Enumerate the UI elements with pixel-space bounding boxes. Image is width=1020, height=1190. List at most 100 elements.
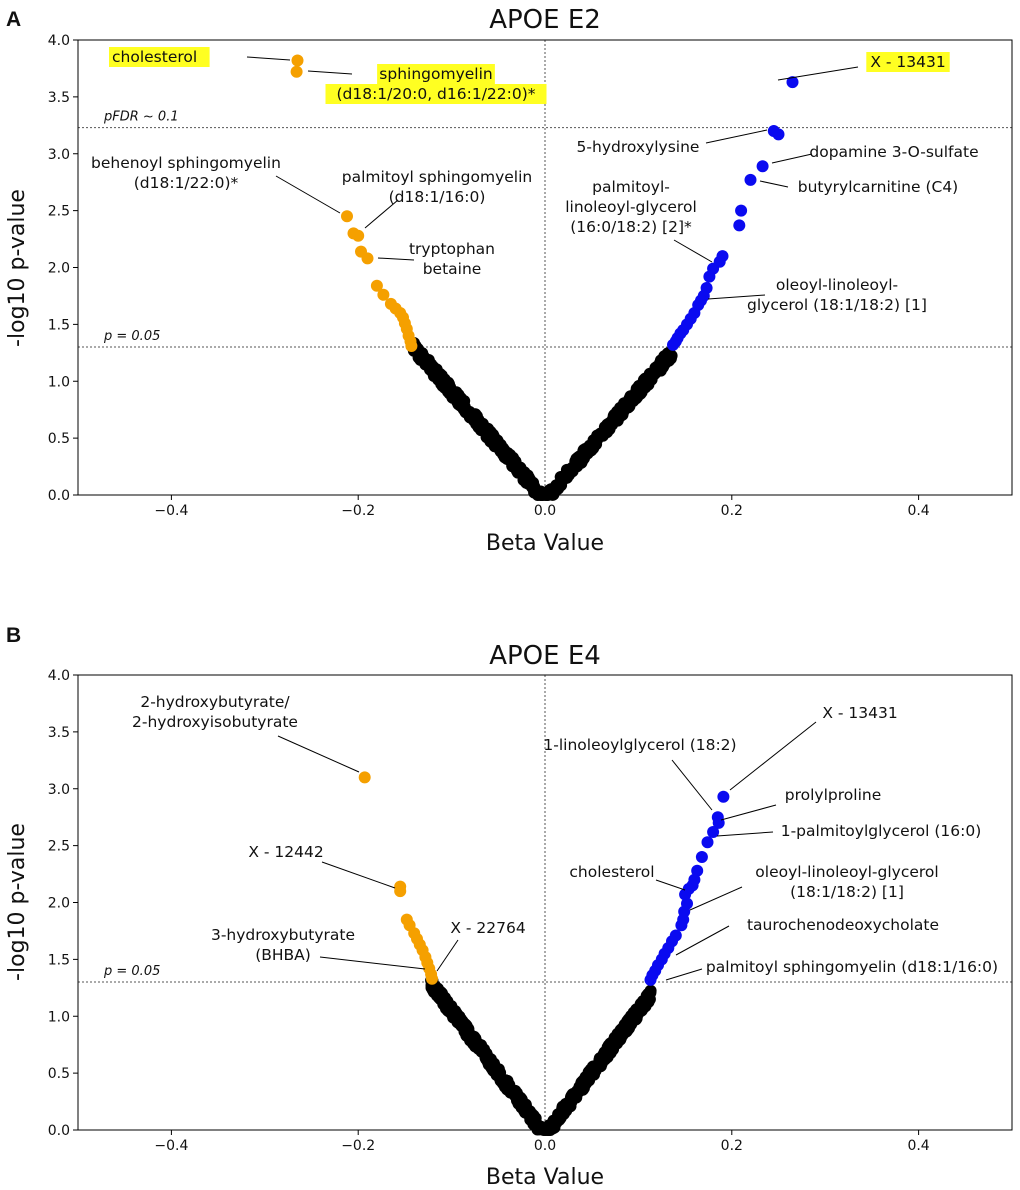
- panel-b-annotation-leader: [655, 879, 686, 891]
- panel-b-annotation-leader: [689, 886, 743, 911]
- panel-b-point-nonsig: [627, 1006, 640, 1019]
- panel-a-annotation-leader: [364, 199, 399, 229]
- panel-a-point-nonsig: [644, 371, 656, 384]
- panel-a-threshold-label: pFDR ~ 0.1: [103, 110, 179, 125]
- panel-b-xtick-label: 0.2: [721, 1138, 743, 1154]
- panel-b-annotation-label: taurochenodeoxycholate: [747, 916, 939, 934]
- panel-b-ytick-label: 4.0: [48, 668, 70, 684]
- panel-a-points: pFDR ~ 0.1 p = 0.05: [78, 40, 1012, 501]
- panel-a-annotation-label: palmitoyl-: [592, 178, 670, 196]
- panel-b-ticks: −0.4 −0.2 0.0 0.2 0.4 0.0 0.5 1.0 1.5 2.0 2.5 3.0 3.…: [48, 668, 930, 1154]
- panel-b-point-sig: [426, 972, 438, 985]
- panel-a-annotation-leader: [777, 66, 859, 81]
- panel-a-point-sig: [290, 65, 303, 78]
- panel-b-ytick-label: 1.0: [48, 1009, 70, 1025]
- panel-b-point-nonsig: [643, 993, 656, 1006]
- panel-b-point-nonsig: [519, 1106, 532, 1119]
- panel-a-annotation-label: palmitoyl sphingomyelin: [342, 168, 532, 186]
- panel-b-annotation-leader: [321, 861, 396, 889]
- panel-a-point-sig: [733, 219, 746, 232]
- panel-a-point-sig: [352, 229, 365, 242]
- panel-a-xlabel: Beta Value: [486, 531, 604, 556]
- panel-a-point-sig: [291, 54, 304, 67]
- panel-b-annotation-label: X - 13431: [822, 704, 897, 722]
- panel-a-annotations: cholesterol sphingomyelin (d18:1/20:0, d16…: [91, 47, 979, 314]
- panel-a-annotation-label: sphingomyelin: [379, 65, 492, 83]
- panel-b-point-nonsig: [501, 1074, 514, 1087]
- panel-b-point-nonsig: [506, 1085, 519, 1098]
- panel-b-annotation-leader: [720, 804, 777, 821]
- panel-b-ytick-label: 3.5: [48, 725, 70, 741]
- panel-b-point-nonsig: [549, 1115, 562, 1128]
- panel-a-point-nonsig: [656, 358, 669, 371]
- panel-a-point-nonsig: [501, 449, 514, 462]
- panel-b-annotation-leader: [277, 735, 360, 773]
- panel-a-annotation-highlight: [866, 52, 950, 72]
- panel-b-annotation-label: (BHBA): [255, 946, 311, 964]
- panel-b-annotation-label: X - 22764: [450, 919, 525, 937]
- panel-a-ytick-label: 2.0: [48, 261, 70, 277]
- panel-a-point-nonsig: [561, 468, 574, 481]
- panel-b-annotation-label: 3-hydroxybutyrate: [211, 926, 355, 944]
- panel-a-annotation-label: dopamine 3-O-sulfate: [809, 143, 978, 161]
- panel-b-point-sig: [707, 826, 720, 838]
- panel-b-xtick-label: 0.0: [534, 1138, 556, 1154]
- panel-b-threshold-label: p = 0.05: [103, 964, 160, 979]
- panel-a-letter: A: [6, 8, 21, 31]
- panel-a-annotation-label: X - 13431: [870, 53, 945, 71]
- panel-a-annotation-leader: [377, 257, 415, 261]
- panel-a-point-sig: [667, 338, 679, 351]
- panel-a-annotation-label: behenoyl sphingomyelin: [91, 154, 281, 172]
- panel-b-annotation-label: oleoyl-linoleoyl-glycerol: [755, 863, 938, 881]
- panel-b-annotation-leader: [671, 759, 713, 811]
- panel-b-annotation-leader: [665, 968, 703, 981]
- panel-b-annotation-leader: [729, 721, 817, 791]
- panel-b-annotation-leader: [319, 956, 426, 970]
- panel-a-point-nonsig: [450, 386, 463, 399]
- panel-a-point-sig: [744, 173, 757, 186]
- panel-a-point-sig: [370, 279, 383, 292]
- panel-a-frame: [77, 39, 1013, 496]
- panel-b-annotation-label: palmitoyl sphingomyelin (d18:1/16:0): [706, 958, 998, 976]
- panel-b-point-sig: [679, 888, 692, 901]
- panel-a-point-nonsig: [438, 381, 451, 394]
- panel-b-ytick-label: 2.0: [48, 896, 70, 912]
- panel-b-point-sig: [691, 864, 704, 877]
- panel-b-point-nonsig: [565, 1089, 578, 1102]
- panel-b-annotation-label: 2-hydroxybutyrate/: [140, 693, 290, 711]
- panel-a-point-sig: [703, 270, 716, 283]
- panel-a-point-nonsig: [606, 416, 619, 429]
- panel-b-annotation-label: 2-hydroxyisobutyrate: [132, 713, 298, 731]
- panel-a-point-nonsig: [452, 397, 465, 410]
- panel-a-point-sig: [772, 128, 785, 141]
- panel-b-point-sig: [358, 771, 371, 784]
- panel-b-ytick-label: 3.0: [48, 782, 70, 798]
- panel-a-point-sig: [377, 288, 390, 301]
- panel-a-ytick-label: 3.5: [48, 90, 70, 106]
- panel-b-ytick-label: 1.5: [48, 952, 70, 968]
- panel-a-threshold-label: p = 0.05: [103, 329, 160, 344]
- panel-a-annotation-label: cholesterol: [112, 48, 197, 66]
- panel-b-point-sig: [695, 851, 708, 863]
- panel-b-annotation-label: 1-linoleoylglycerol (18:2): [543, 736, 736, 754]
- panel-a-xtick-label: 0.2: [721, 503, 743, 519]
- panel-a-annotation-label: tryptophan: [409, 240, 495, 258]
- panel-a-annotation-label: betaine: [423, 260, 482, 278]
- panel-b-point-nonsig: [601, 1051, 614, 1064]
- panel-a-annotation-label: (d18:1/16:0): [389, 188, 486, 206]
- panel-a-point-nonsig: [630, 384, 643, 397]
- panel-b-point-sig: [644, 973, 657, 986]
- panel-b-xlabel: Beta Value: [486, 1165, 604, 1190]
- panel-a-annotation-leader: [705, 129, 768, 144]
- panel-b-xtick-label: −0.2: [341, 1138, 375, 1154]
- panel-b-point-sig: [701, 836, 714, 849]
- panel-a-point-nonsig: [487, 436, 500, 449]
- panel-a-point-nonsig: [627, 394, 640, 407]
- panel-a-point-sig: [735, 204, 748, 217]
- panel-a: A APOE E2 Beta Value -log10 p-value pFDR…: [5, 5, 1013, 556]
- panel-b-frame: [77, 674, 1013, 1131]
- panel-a-annotation-label: 5-hydroxylysine: [577, 138, 700, 156]
- panel-a-annotation-label: (16:0/18:2) [2]*: [570, 218, 692, 236]
- panel-a-ytick-label: 3.0: [48, 147, 70, 163]
